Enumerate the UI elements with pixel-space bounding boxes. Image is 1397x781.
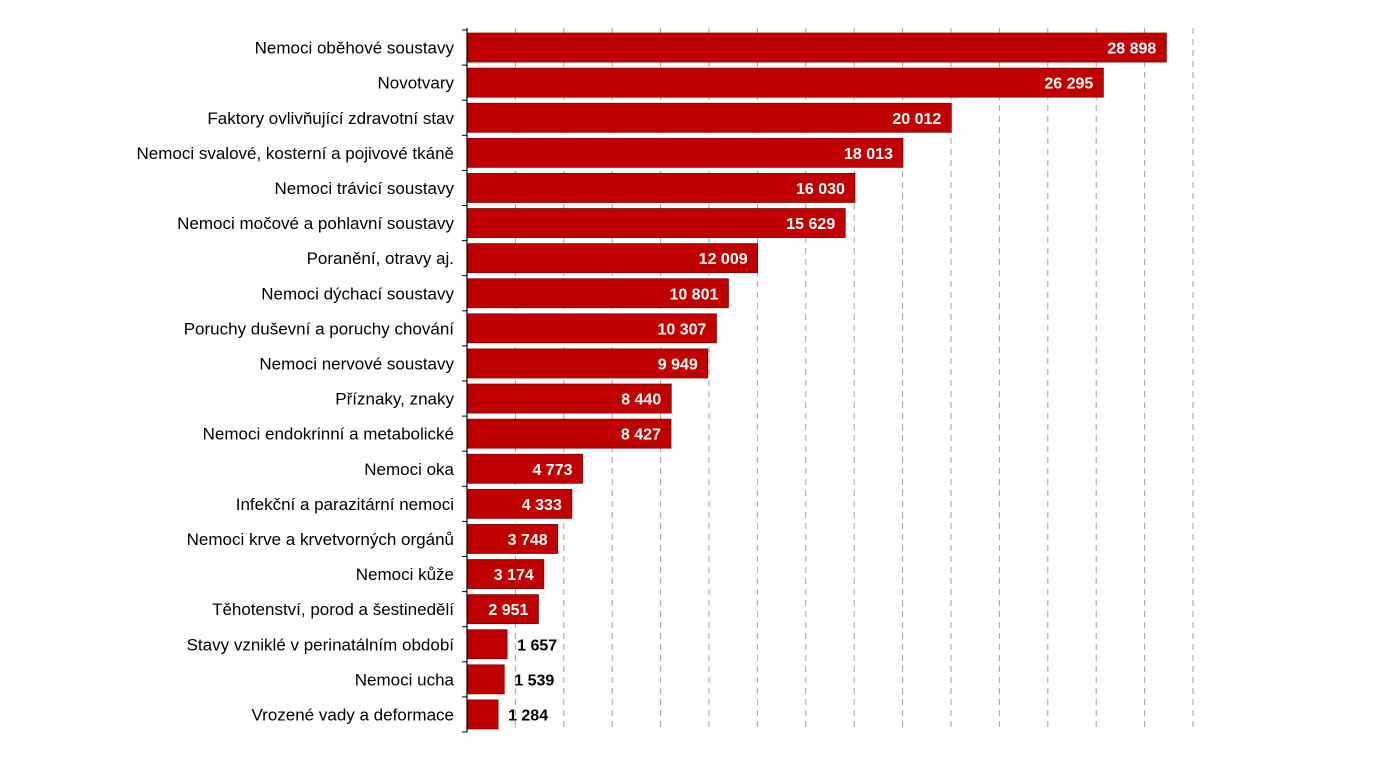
category-label: Nemoci dýchací soustavy bbox=[261, 284, 454, 303]
axes bbox=[462, 28, 468, 733]
data-label: 8 427 bbox=[621, 427, 661, 444]
bar bbox=[467, 173, 856, 203]
data-label: 1 284 bbox=[508, 707, 548, 724]
data-label: 1 539 bbox=[514, 672, 554, 689]
data-label: 20 012 bbox=[892, 111, 941, 128]
data-label: 10 801 bbox=[669, 286, 718, 303]
bar bbox=[467, 559, 545, 589]
data-label: 3 748 bbox=[508, 532, 548, 549]
data-label: 26 295 bbox=[1044, 76, 1093, 93]
bar bbox=[467, 664, 505, 695]
category-label: Nemoci ucha bbox=[355, 670, 455, 689]
bar bbox=[467, 243, 759, 274]
bar bbox=[467, 208, 846, 238]
bar bbox=[467, 453, 583, 484]
data-label: 9 949 bbox=[658, 356, 698, 373]
bar bbox=[467, 102, 952, 133]
category-label: Stavy vzniklé v perinatálním období bbox=[187, 635, 455, 654]
data-label: 4 773 bbox=[532, 462, 572, 479]
bar bbox=[467, 524, 559, 554]
category-label: Těhotenství, porod a šestinedělí bbox=[212, 600, 454, 619]
category-label: Nemoci oka bbox=[364, 460, 454, 479]
category-label: Nemoci svalové, kosterní a pojivové tkán… bbox=[137, 144, 455, 163]
data-label: 2 951 bbox=[488, 602, 528, 619]
bar bbox=[467, 418, 672, 449]
category-label: Nemoci kůže bbox=[356, 565, 454, 584]
category-label: Infekční a parazitární nemoci bbox=[236, 495, 454, 514]
bar bbox=[467, 313, 717, 344]
bar bbox=[467, 348, 709, 379]
gridlines bbox=[514, 28, 1194, 732]
bar bbox=[467, 594, 539, 625]
data-label: 8 440 bbox=[621, 392, 661, 409]
category-label: Nemoci trávicí soustavy bbox=[275, 179, 455, 198]
bar bbox=[467, 67, 1104, 98]
data-label: 1 657 bbox=[517, 637, 557, 654]
data-label: 10 307 bbox=[657, 321, 706, 338]
category-label: Příznaky, znaky bbox=[335, 390, 454, 409]
category-label: Nemoci oběhové soustavy bbox=[255, 39, 455, 58]
bar bbox=[467, 137, 904, 168]
category-label: Novotvary bbox=[377, 74, 454, 93]
bar bbox=[467, 32, 1167, 63]
category-label: Nemoci močové a pohlavní soustavy bbox=[177, 214, 454, 233]
category-label: Vrozené vady a deformace bbox=[251, 705, 454, 724]
bars bbox=[467, 32, 1167, 730]
bar bbox=[467, 278, 729, 309]
category-label: Faktory ovlivňující zdravotní stav bbox=[207, 109, 454, 128]
bar bbox=[467, 488, 573, 519]
category-label: Nemoci nervové soustavy bbox=[259, 354, 454, 373]
data-label: 18 013 bbox=[844, 146, 893, 163]
bar bbox=[467, 699, 499, 730]
data-labels: 28 898 26 295 20 012 18 013 16 030 15 629 12 0… bbox=[488, 41, 1156, 725]
data-label: 3 174 bbox=[494, 567, 534, 584]
bar bbox=[467, 629, 508, 660]
data-label: 4 333 bbox=[522, 497, 562, 514]
bar bbox=[467, 383, 672, 414]
category-label: Poruchy duševní a poruchy chování bbox=[184, 319, 455, 338]
data-label: 12 009 bbox=[699, 251, 748, 268]
category-labels: Nemoci oběhové soustavy Novotvary Faktory … bbox=[137, 39, 455, 725]
data-label: 15 629 bbox=[786, 216, 835, 233]
data-label: 16 030 bbox=[796, 181, 845, 198]
data-label: 28 898 bbox=[1107, 41, 1156, 58]
category-label: Poranění, otravy aj. bbox=[307, 249, 454, 268]
category-label: Nemoci endokrinní a metabolické bbox=[203, 425, 454, 444]
category-label: Nemoci krve a krvetvorných orgánů bbox=[187, 530, 454, 549]
